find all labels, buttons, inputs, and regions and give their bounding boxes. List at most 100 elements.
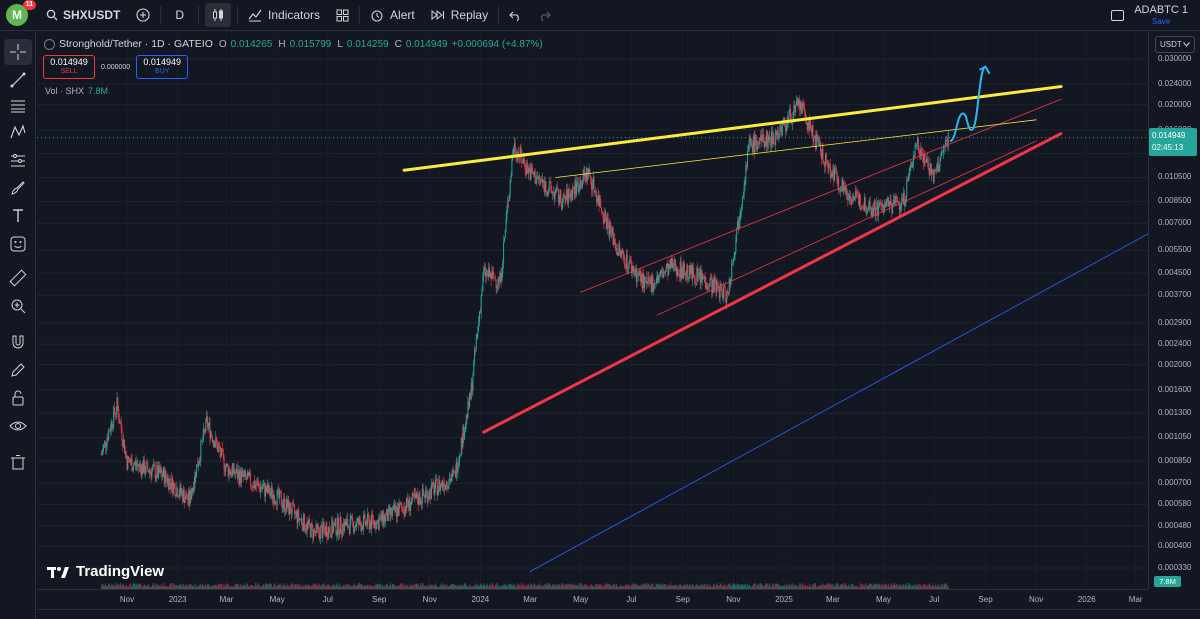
volume-bar: [557, 583, 559, 589]
hide-tool[interactable]: [4, 413, 32, 439]
zoom-tool[interactable]: [4, 293, 32, 319]
volume-bar: [890, 583, 892, 589]
indicators-button[interactable]: Indicators: [240, 0, 328, 31]
pattern-tool[interactable]: [4, 119, 32, 145]
layout-name-button[interactable]: ADABTC 1 Save: [1134, 4, 1188, 27]
volume-bar: [836, 583, 838, 589]
magnet-tool[interactable]: [4, 329, 32, 355]
alert-button[interactable]: Alert: [362, 0, 423, 31]
volume-bar: [155, 586, 157, 589]
candle-body: [756, 145, 758, 150]
volume-bar: [386, 584, 388, 589]
volume-bar: [780, 586, 782, 589]
stay-drawing-tool[interactable]: [4, 357, 32, 383]
lock-tool[interactable]: [4, 385, 32, 411]
candle-body: [266, 484, 268, 492]
volume-bar: [348, 583, 350, 589]
volume-bar: [544, 584, 546, 589]
brush-tool[interactable]: [4, 175, 32, 201]
measure-tool[interactable]: [4, 265, 32, 291]
volume-bar: [448, 586, 450, 589]
volume-bar: [554, 583, 556, 589]
volume-bar: [275, 586, 277, 589]
volume-bar: [221, 586, 223, 589]
compare-button[interactable]: [128, 0, 158, 31]
fib-tool[interactable]: [4, 93, 32, 119]
volume-bar: [323, 584, 325, 589]
volume-bar: [910, 584, 912, 589]
text-tool[interactable]: [4, 203, 32, 229]
prediction-tool[interactable]: [4, 147, 32, 173]
volume-bar: [902, 584, 904, 589]
volume-bar: [228, 585, 230, 589]
remove-tool[interactable]: [4, 449, 32, 475]
volume-bar: [690, 586, 692, 589]
candle-body: [197, 464, 199, 468]
candle-body: [328, 527, 330, 539]
volume-bar: [864, 583, 866, 589]
buy-button[interactable]: 0.014949 BUY: [136, 55, 189, 79]
candle-body: [160, 468, 162, 473]
volume-bar: [884, 583, 886, 589]
user-avatar[interactable]: M 11: [6, 0, 36, 26]
candle-body: [192, 487, 194, 492]
volume-legend[interactable]: Vol · SHX 7.8M: [45, 86, 108, 96]
volume-bar: [860, 583, 862, 589]
volume-bar: [629, 585, 631, 589]
volume-bar: [465, 585, 467, 589]
candle-body: [149, 470, 151, 472]
layout-icon[interactable]: [1111, 10, 1125, 21]
candle-body: [318, 526, 320, 533]
candle-body: [881, 204, 883, 207]
volume-bar: [144, 585, 146, 589]
candle-body: [920, 148, 922, 157]
volume-bar: [727, 584, 729, 589]
volume-bar: [938, 584, 940, 589]
volume-bar: [250, 585, 252, 589]
templates-button[interactable]: [328, 0, 357, 31]
replay-button[interactable]: Replay: [423, 0, 496, 31]
candle-body: [468, 401, 470, 408]
candle-body: [211, 432, 213, 437]
emoji-tool[interactable]: [4, 231, 32, 257]
price-chart[interactable]: [37, 31, 1148, 589]
candle-body: [376, 520, 378, 529]
crosshair-tool[interactable]: [4, 39, 32, 65]
candle-body: [698, 272, 700, 274]
chart-type-button[interactable]: [205, 3, 232, 27]
symbol-search[interactable]: SHXUSDT: [38, 0, 128, 31]
candle-body: [284, 497, 286, 512]
volume-bar: [814, 583, 816, 589]
time-axis[interactable]: Nov 2023 Mar May Jul Sep Nov 2024 Mar May Jul Sep No…: [37, 589, 1148, 609]
brush-icon: [11, 181, 25, 195]
candle-body: [124, 439, 126, 454]
volume-bar: [172, 583, 174, 589]
volume-bar: [523, 584, 525, 589]
candle-body: [507, 200, 509, 210]
volume-bar: [426, 585, 428, 589]
drawings[interactable]: [402, 65, 1148, 572]
candle-body: [518, 156, 520, 158]
candle-body: [824, 153, 826, 167]
volume-bar: [193, 584, 195, 589]
candle-body: [883, 205, 885, 214]
sell-button[interactable]: 0.014949 SELL: [43, 55, 95, 79]
candle-body: [748, 140, 750, 150]
volume-bar: [794, 584, 796, 589]
volume-bar: [712, 586, 714, 589]
volume-bar: [353, 583, 355, 589]
price-axis[interactable]: 0.0300000.0240000.0200000.0160000.013000…: [1148, 31, 1200, 589]
volume-bar: [260, 586, 262, 589]
volume-label: Vol · SHX: [45, 86, 85, 96]
interval-button[interactable]: D: [163, 0, 196, 31]
legend-title[interactable]: Stronghold/Tether · 1D · GATEIO: [59, 38, 213, 50]
candle-body: [912, 155, 914, 165]
volume-bar: [526, 585, 528, 589]
undo-button[interactable]: [501, 0, 530, 31]
currency-select[interactable]: USDT: [1155, 36, 1195, 53]
volume-bar: [893, 583, 895, 589]
volume-bar: [770, 586, 772, 589]
redo-button[interactable]: [530, 0, 559, 31]
volume-bar: [813, 585, 815, 589]
trendline-tool[interactable]: [4, 67, 32, 93]
